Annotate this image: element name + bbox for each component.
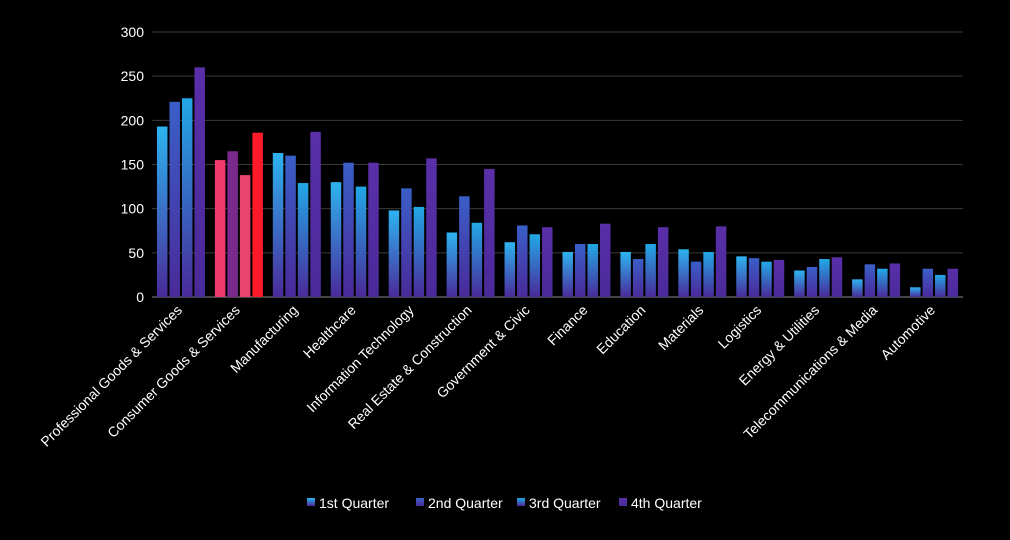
bar [388, 210, 400, 297]
y-tick-label: 100 [121, 201, 145, 217]
bars [156, 67, 959, 298]
bar [156, 126, 168, 298]
bar [252, 132, 263, 297]
bar [310, 131, 321, 297]
y-tick-label: 200 [121, 112, 145, 128]
bar [413, 206, 425, 297]
bar [889, 263, 901, 297]
bar [517, 225, 528, 297]
x-category-label: Automotive [877, 302, 938, 363]
bar [587, 244, 598, 297]
bar [819, 259, 830, 297]
bar [169, 101, 180, 297]
y-tick-label: 150 [121, 157, 145, 173]
y-tick-label: 250 [121, 68, 145, 84]
legend-label: 3rd Quarter [529, 495, 601, 511]
legend-label: 1st Quarter [319, 495, 389, 511]
bar [620, 251, 631, 297]
bar [947, 268, 959, 297]
bar [368, 162, 379, 297]
legend-label: 2nd Quarter [428, 495, 503, 511]
legend-swatch [416, 498, 424, 506]
bar [504, 242, 516, 297]
bar [922, 268, 934, 297]
bar [272, 153, 284, 297]
bar [459, 196, 470, 297]
bar [343, 162, 354, 297]
x-category-label: Materials [655, 302, 706, 353]
bar [761, 261, 772, 297]
bar [529, 234, 541, 297]
bar [599, 223, 611, 297]
y-tick-label: 300 [121, 24, 145, 40]
legend-swatch [619, 498, 627, 506]
bar [214, 160, 226, 297]
bar [690, 261, 702, 297]
bar [181, 98, 193, 297]
bar [794, 270, 805, 297]
x-category-label: Education [593, 302, 648, 357]
bar [736, 256, 747, 297]
bar [715, 226, 727, 297]
bar [574, 244, 586, 297]
bar [330, 182, 342, 297]
bar [852, 279, 863, 297]
y-axis-ticks: 0 50 100 150 200 250 300 [121, 24, 145, 305]
legend-swatch [307, 498, 315, 506]
bar [194, 67, 205, 297]
bar [401, 188, 412, 297]
bar [678, 249, 689, 297]
bar [632, 259, 644, 297]
x-category-label: Logistics [715, 302, 765, 352]
bar [657, 227, 669, 297]
bar [703, 251, 714, 297]
bar [227, 151, 238, 297]
legend-swatch [517, 498, 525, 506]
bar [426, 158, 437, 297]
bar [748, 258, 760, 297]
bar [935, 274, 946, 297]
bar [239, 175, 251, 297]
bar [877, 268, 888, 297]
bar [471, 222, 483, 297]
bar [910, 287, 921, 297]
bar [297, 183, 309, 297]
y-tick-label: 50 [128, 245, 144, 261]
x-category-label: Information Technology [303, 302, 416, 415]
bar [285, 155, 296, 297]
bar [773, 259, 785, 297]
legend: 1st Quarter 2nd Quarter 3rd Quarter 4th Qua… [307, 495, 702, 511]
bar [542, 227, 553, 297]
bar [831, 257, 843, 297]
bar [645, 244, 656, 297]
x-category-label: Healthcare [300, 302, 359, 361]
bar [446, 232, 458, 297]
x-category-label: Finance [544, 302, 591, 349]
bar [484, 168, 495, 297]
bar [864, 264, 876, 297]
legend-label: 4th Quarter [631, 495, 702, 511]
y-tick-label: 0 [136, 289, 144, 305]
bar [806, 266, 818, 297]
bar [562, 251, 573, 297]
bar [355, 186, 367, 297]
